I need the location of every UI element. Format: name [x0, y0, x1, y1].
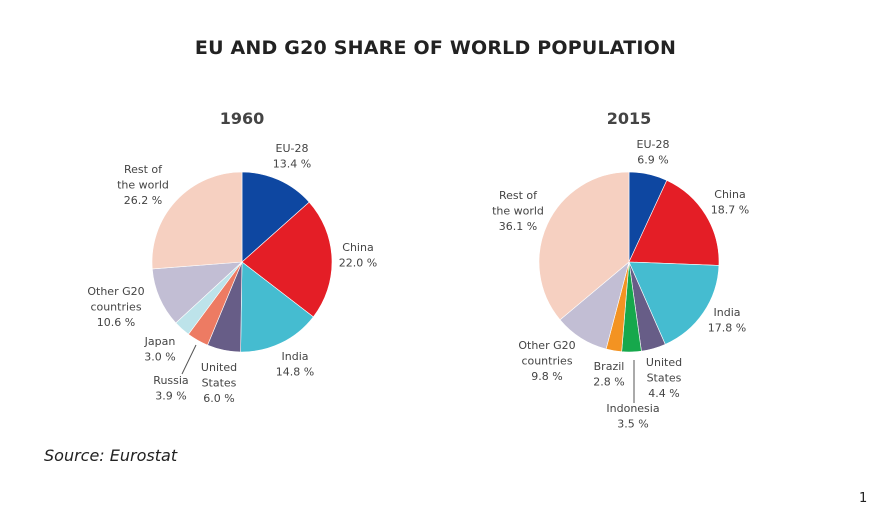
pie-slice-china — [241, 201, 333, 318]
page-number: 1 — [859, 491, 868, 506]
pie-slice-eu-28 — [241, 171, 310, 263]
leader-line — [181, 344, 197, 375]
slice-label-china: China 18.7 % — [711, 188, 749, 217]
pie-title: 1960 — [220, 109, 265, 128]
slice-label-other-g20-countries: Other G20 countries 9.8 % — [518, 339, 575, 383]
slice-label-eu-28: EU-28 13.4 % — [273, 142, 311, 171]
pie-chart-2015: 2015 EU-28 6.9 % China 18.7 % India 17.8 % Unit… — [492, 109, 749, 431]
slice-label-china: China 22.0 % — [339, 241, 377, 270]
slice-label-india: India 17.8 % — [708, 306, 746, 335]
slice-label-other-g20-countries: Other G20 countries 10.6 % — [87, 285, 144, 329]
slice-label-russia: Russia 3.9 % — [153, 374, 188, 403]
slice-label-indonesia: Indonesia 3.5 % — [606, 402, 659, 431]
pie-slice-india — [240, 261, 314, 353]
slice-label-india: India 14.8 % — [276, 350, 314, 379]
slice-label-brazil: Brazil 2.8 % — [593, 360, 624, 389]
pie-chart-1960: 1960 EU-28 13.4 % China 22.0 % India 14.8 % Uni… — [87, 109, 377, 405]
slice-label-united-states: United States 4.4 % — [646, 356, 682, 400]
slice-label-rest-of-the-world: Rest of the world 36.1 % — [492, 189, 544, 233]
slice-label-rest-of-the-world: Rest of the world 26.2 % — [117, 163, 169, 207]
pie-title: 2015 — [607, 109, 652, 128]
source-note: Source: Eurostat — [44, 446, 178, 465]
pie-slice-rest-of-the-world — [151, 171, 243, 270]
slice-label-japan: Japan 3.0 % — [144, 335, 176, 364]
pie-slice-rest-of-the-world — [538, 171, 630, 321]
pie-slice-china — [628, 179, 720, 266]
slice-label-united-states: United States 6.0 % — [201, 361, 237, 405]
chart-title: EU AND G20 SHARE OF WORLD POPULATION — [194, 37, 677, 59]
pie-slice-india — [628, 261, 720, 345]
slice-label-eu-28: EU-28 6.9 % — [637, 138, 670, 167]
